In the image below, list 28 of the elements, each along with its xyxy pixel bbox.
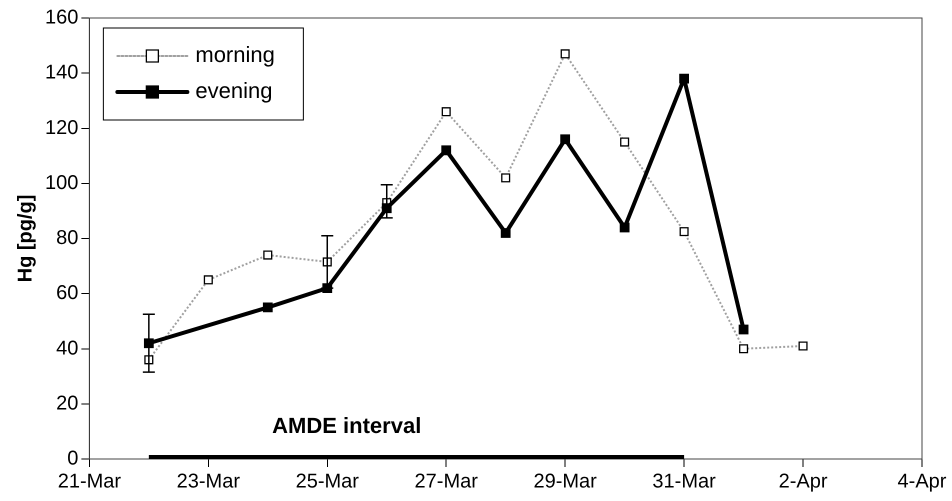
x-tick-label: 27-Mar: [414, 470, 478, 493]
y-tick-label: 140: [44, 62, 78, 84]
point: [500, 228, 511, 238]
y-axis-title: Hg [pg/g]: [14, 194, 37, 282]
x-tick-label: 31-Mar: [652, 470, 716, 493]
y-tick-label: 160: [44, 6, 78, 29]
y-tick-label: 80: [56, 227, 78, 250]
point: [560, 134, 570, 144]
point: [620, 222, 630, 232]
x-tick-label: 25-Mar: [296, 470, 360, 493]
y-tick-label: 60: [56, 282, 78, 304]
x-tick-label: 23-Mar: [176, 470, 240, 493]
x-tick-label: 29-Mar: [533, 470, 598, 493]
point: [262, 302, 273, 312]
y-tick-label: 40: [56, 337, 78, 360]
annotation: AMDE interval: [272, 413, 422, 438]
legend-label: evening: [195, 78, 272, 104]
y-tick-label: 0: [67, 448, 78, 470]
y-tick-label: 20: [56, 392, 78, 414]
point: [679, 74, 689, 84]
y-tick-label: 120: [44, 116, 78, 139]
point: [738, 324, 748, 334]
x-tick-label: 21-Mar: [58, 470, 122, 493]
x-tick-label: 2-Apr: [778, 470, 828, 493]
point: [441, 145, 452, 156]
y-tick-label: 100: [44, 172, 78, 194]
legend-label: morning: [195, 42, 275, 68]
x-tick-label: 4-Apr: [898, 470, 947, 493]
